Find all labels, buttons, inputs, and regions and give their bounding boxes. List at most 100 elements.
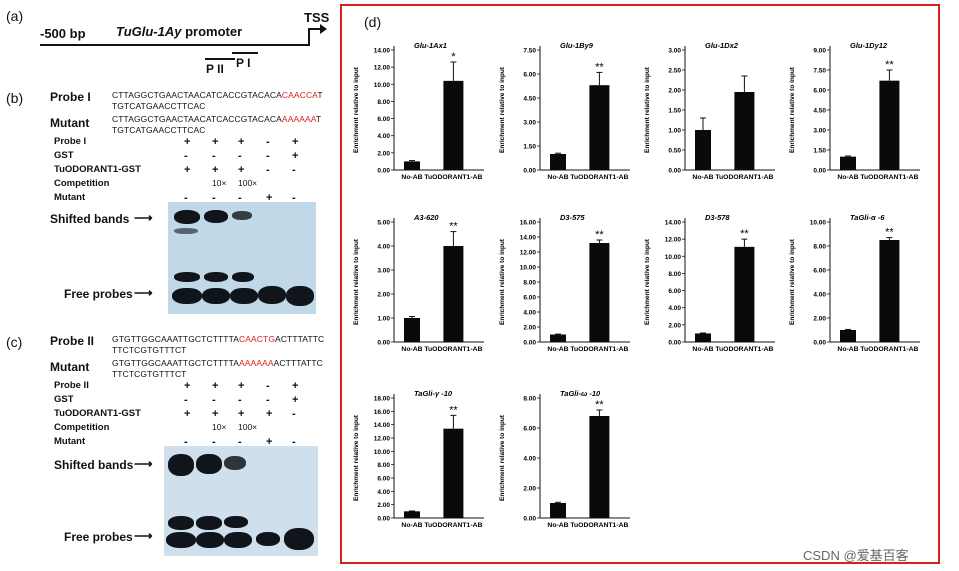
chart-8: TaGli-γ -10 Enrichment relative to input 0… — [353, 389, 484, 529]
condition-cell: - — [212, 192, 216, 204]
condition-cell: - — [266, 164, 270, 176]
y-tick-label: 10.00 — [810, 220, 827, 227]
condition-cell: + — [238, 164, 245, 176]
bar — [443, 246, 464, 342]
condition-name: Mutant — [54, 436, 86, 447]
condition-row: Mutant - - - + - — [54, 436, 314, 449]
y-tick-label: 1.50 — [523, 144, 536, 151]
y-tick-label: 14.00 — [374, 48, 391, 55]
blot-band — [258, 286, 286, 304]
condition-cell: - — [238, 436, 242, 448]
x-tick-label: No-AB — [692, 174, 713, 181]
blot-band — [256, 532, 280, 546]
condition-row: Competition 10× 100× — [54, 422, 314, 435]
blot-band — [196, 516, 222, 530]
tss-arrow-icon — [320, 24, 327, 34]
y-tick-label: 4.00 — [523, 456, 536, 463]
promoter-title: TuGlu-1Ay promoter — [116, 24, 243, 39]
y-axis-label: Enrichment relative to input — [353, 414, 360, 501]
condition-cell: + — [184, 164, 191, 176]
y-axis-label: Enrichment relative to input — [789, 66, 796, 153]
bar — [589, 85, 610, 170]
arrow-right-icon: ⟶ — [134, 285, 153, 300]
condition-cell: - — [212, 394, 216, 406]
y-tick-label: 16.00 — [374, 409, 391, 416]
y-tick-label: 2.00 — [377, 502, 390, 509]
x-tick-label: No-AB — [547, 346, 568, 353]
probe1-label: P I — [236, 56, 251, 70]
x-tick-label: No-AB — [547, 174, 568, 181]
condition-cell: - — [238, 150, 242, 162]
bar — [443, 428, 464, 518]
y-tick-label: 4.50 — [523, 96, 536, 103]
chart-title: Glu-1Dx2 — [705, 41, 739, 50]
y-axis-label: Enrichment relative to input — [353, 66, 360, 153]
blot-band — [204, 210, 228, 223]
condition-cell: + — [238, 380, 245, 392]
y-tick-label: 4.00 — [377, 133, 390, 140]
mutant1-sequence: CTTAGGCTGAACTAACATCACCGTACACAAAAAAAT TGT… — [112, 114, 322, 135]
probe2-label: P II — [206, 62, 224, 76]
condition-cell: 10× — [212, 178, 227, 188]
free-probes-label-c: Free probes — [64, 530, 133, 544]
y-tick-label: 6.00 — [377, 116, 390, 123]
y-tick-label: 8.00 — [377, 99, 390, 106]
significance-label: ** — [449, 221, 458, 233]
y-axis-label: Enrichment relative to input — [644, 66, 651, 153]
mutant1-name: Mutant — [50, 116, 90, 130]
x-tick-label: TuODORANT1-AB — [424, 174, 482, 181]
blot-band — [196, 532, 224, 548]
y-tick-label: 14.00 — [374, 422, 391, 429]
chart-0: Glu-1Ax1 Enrichment relative to input 0.00… — [353, 41, 484, 181]
condition-cell: 10× — [212, 422, 227, 432]
mutant2-name: Mutant — [50, 360, 90, 374]
y-axis-label: Enrichment relative to input — [644, 238, 651, 325]
significance-label: ** — [449, 404, 458, 416]
bar — [550, 154, 566, 170]
y-tick-label: 7.50 — [813, 68, 826, 75]
chart-title: TaGli-γ -10 — [414, 389, 453, 398]
y-tick-label: 9.00 — [813, 48, 826, 55]
y-tick-label: 16.00 — [520, 220, 537, 227]
condition-cell: + — [266, 436, 273, 448]
bar — [879, 240, 900, 342]
y-tick-label: 6.00 — [813, 268, 826, 275]
y-tick-label: 8.00 — [813, 244, 826, 251]
y-tick-label: 0.00 — [668, 168, 681, 175]
condition-cell: + — [292, 380, 299, 392]
y-tick-label: 6.00 — [523, 72, 536, 79]
blot-band — [168, 516, 194, 530]
significance-label: ** — [885, 227, 894, 239]
y-tick-label: 0.50 — [668, 148, 681, 155]
chart-7: TaGli-α -6 Enrichment relative to input 0.… — [789, 213, 920, 353]
y-tick-label: 10.00 — [665, 254, 682, 261]
tss-arrow-line — [308, 28, 322, 30]
y-axis-label: Enrichment relative to input — [499, 66, 506, 153]
y-tick-label: 4.00 — [377, 489, 390, 496]
chart-9: TaGli-ω -10 Enrichment relative to input 0… — [499, 389, 630, 529]
condition-cell: - — [184, 394, 188, 406]
y-tick-label: 1.50 — [813, 148, 826, 155]
condition-cell: - — [266, 150, 270, 162]
condition-cell: + — [292, 150, 299, 162]
bar — [404, 511, 420, 518]
y-tick-label: 4.00 — [813, 292, 826, 299]
chart-title: Glu-1Ax1 — [414, 41, 447, 50]
emsa-blot-c — [164, 446, 318, 556]
condition-name: Probe I — [54, 136, 87, 147]
shifted-bands-label-c: Shifted bands — [54, 458, 134, 472]
y-tick-label: 14.00 — [520, 235, 537, 242]
blot-band — [202, 288, 230, 304]
y-tick-label: 0.00 — [668, 340, 681, 347]
blot-band — [232, 211, 252, 220]
chart-title: TaGli-ω -10 — [560, 389, 601, 398]
y-tick-label: 1.00 — [668, 128, 681, 135]
condition-row: Mutant - - - + - — [54, 192, 314, 205]
y-axis-label: Enrichment relative to input — [499, 414, 506, 501]
y-tick-label: 0.00 — [523, 168, 536, 175]
bar — [443, 80, 464, 170]
emsa-blot-b — [168, 202, 316, 314]
bar — [840, 156, 856, 170]
condition-cell: - — [266, 380, 270, 392]
panel-b-label: (b) — [6, 90, 24, 106]
